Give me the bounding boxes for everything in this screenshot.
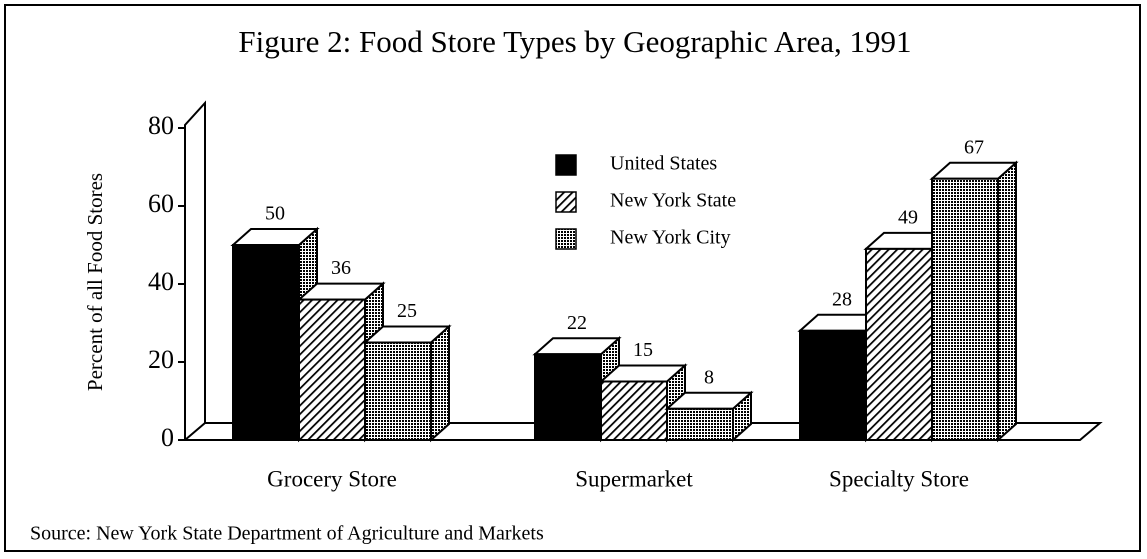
bar [664, 390, 754, 443]
value-label: 50 [265, 203, 285, 225]
legend-swatch [555, 191, 577, 213]
x-tick-label: Grocery Store [267, 466, 397, 491]
y-tick-label: 20 [148, 345, 174, 374]
source-note: Source: New York State Department of Agr… [30, 523, 544, 545]
bar-side [430, 324, 450, 443]
x-tick-label: Supermarket [575, 466, 693, 491]
bar-front [298, 298, 366, 441]
value-label: 36 [331, 257, 351, 279]
legend-label: New York State [610, 190, 736, 212]
y-tick-label: 80 [148, 111, 174, 140]
bar-front [364, 341, 432, 441]
y-tick-label: 40 [148, 267, 174, 296]
value-label: 25 [397, 300, 417, 322]
bar-front [799, 329, 867, 441]
chart-title: Figure 2: Food Store Types by Geographic… [238, 24, 911, 59]
value-label: 8 [704, 366, 714, 388]
value-label: 22 [567, 312, 587, 334]
bar-front [232, 244, 300, 441]
bar-front [534, 353, 602, 442]
value-label: 15 [633, 339, 653, 361]
legend-swatch [555, 228, 577, 250]
y-tick-label: 0 [161, 423, 174, 452]
legend-label: New York City [610, 227, 731, 249]
bar [929, 160, 1019, 443]
bar-front [600, 380, 668, 441]
y-tick-label: 60 [148, 189, 174, 218]
axis-wall [184, 100, 206, 440]
legend-swatch [555, 154, 577, 176]
legend-label: United States [610, 153, 717, 175]
value-label: 67 [964, 136, 984, 158]
bar-front [666, 407, 734, 441]
y-axis-label: Percent of all Food Stores [83, 173, 107, 391]
bar-side [997, 160, 1017, 443]
bar-front [865, 247, 933, 441]
x-tick-label: Specialty Store [829, 466, 969, 491]
bar-front [931, 177, 999, 441]
bar [362, 324, 452, 443]
value-label: 28 [832, 288, 852, 310]
value-label: 49 [898, 206, 918, 228]
